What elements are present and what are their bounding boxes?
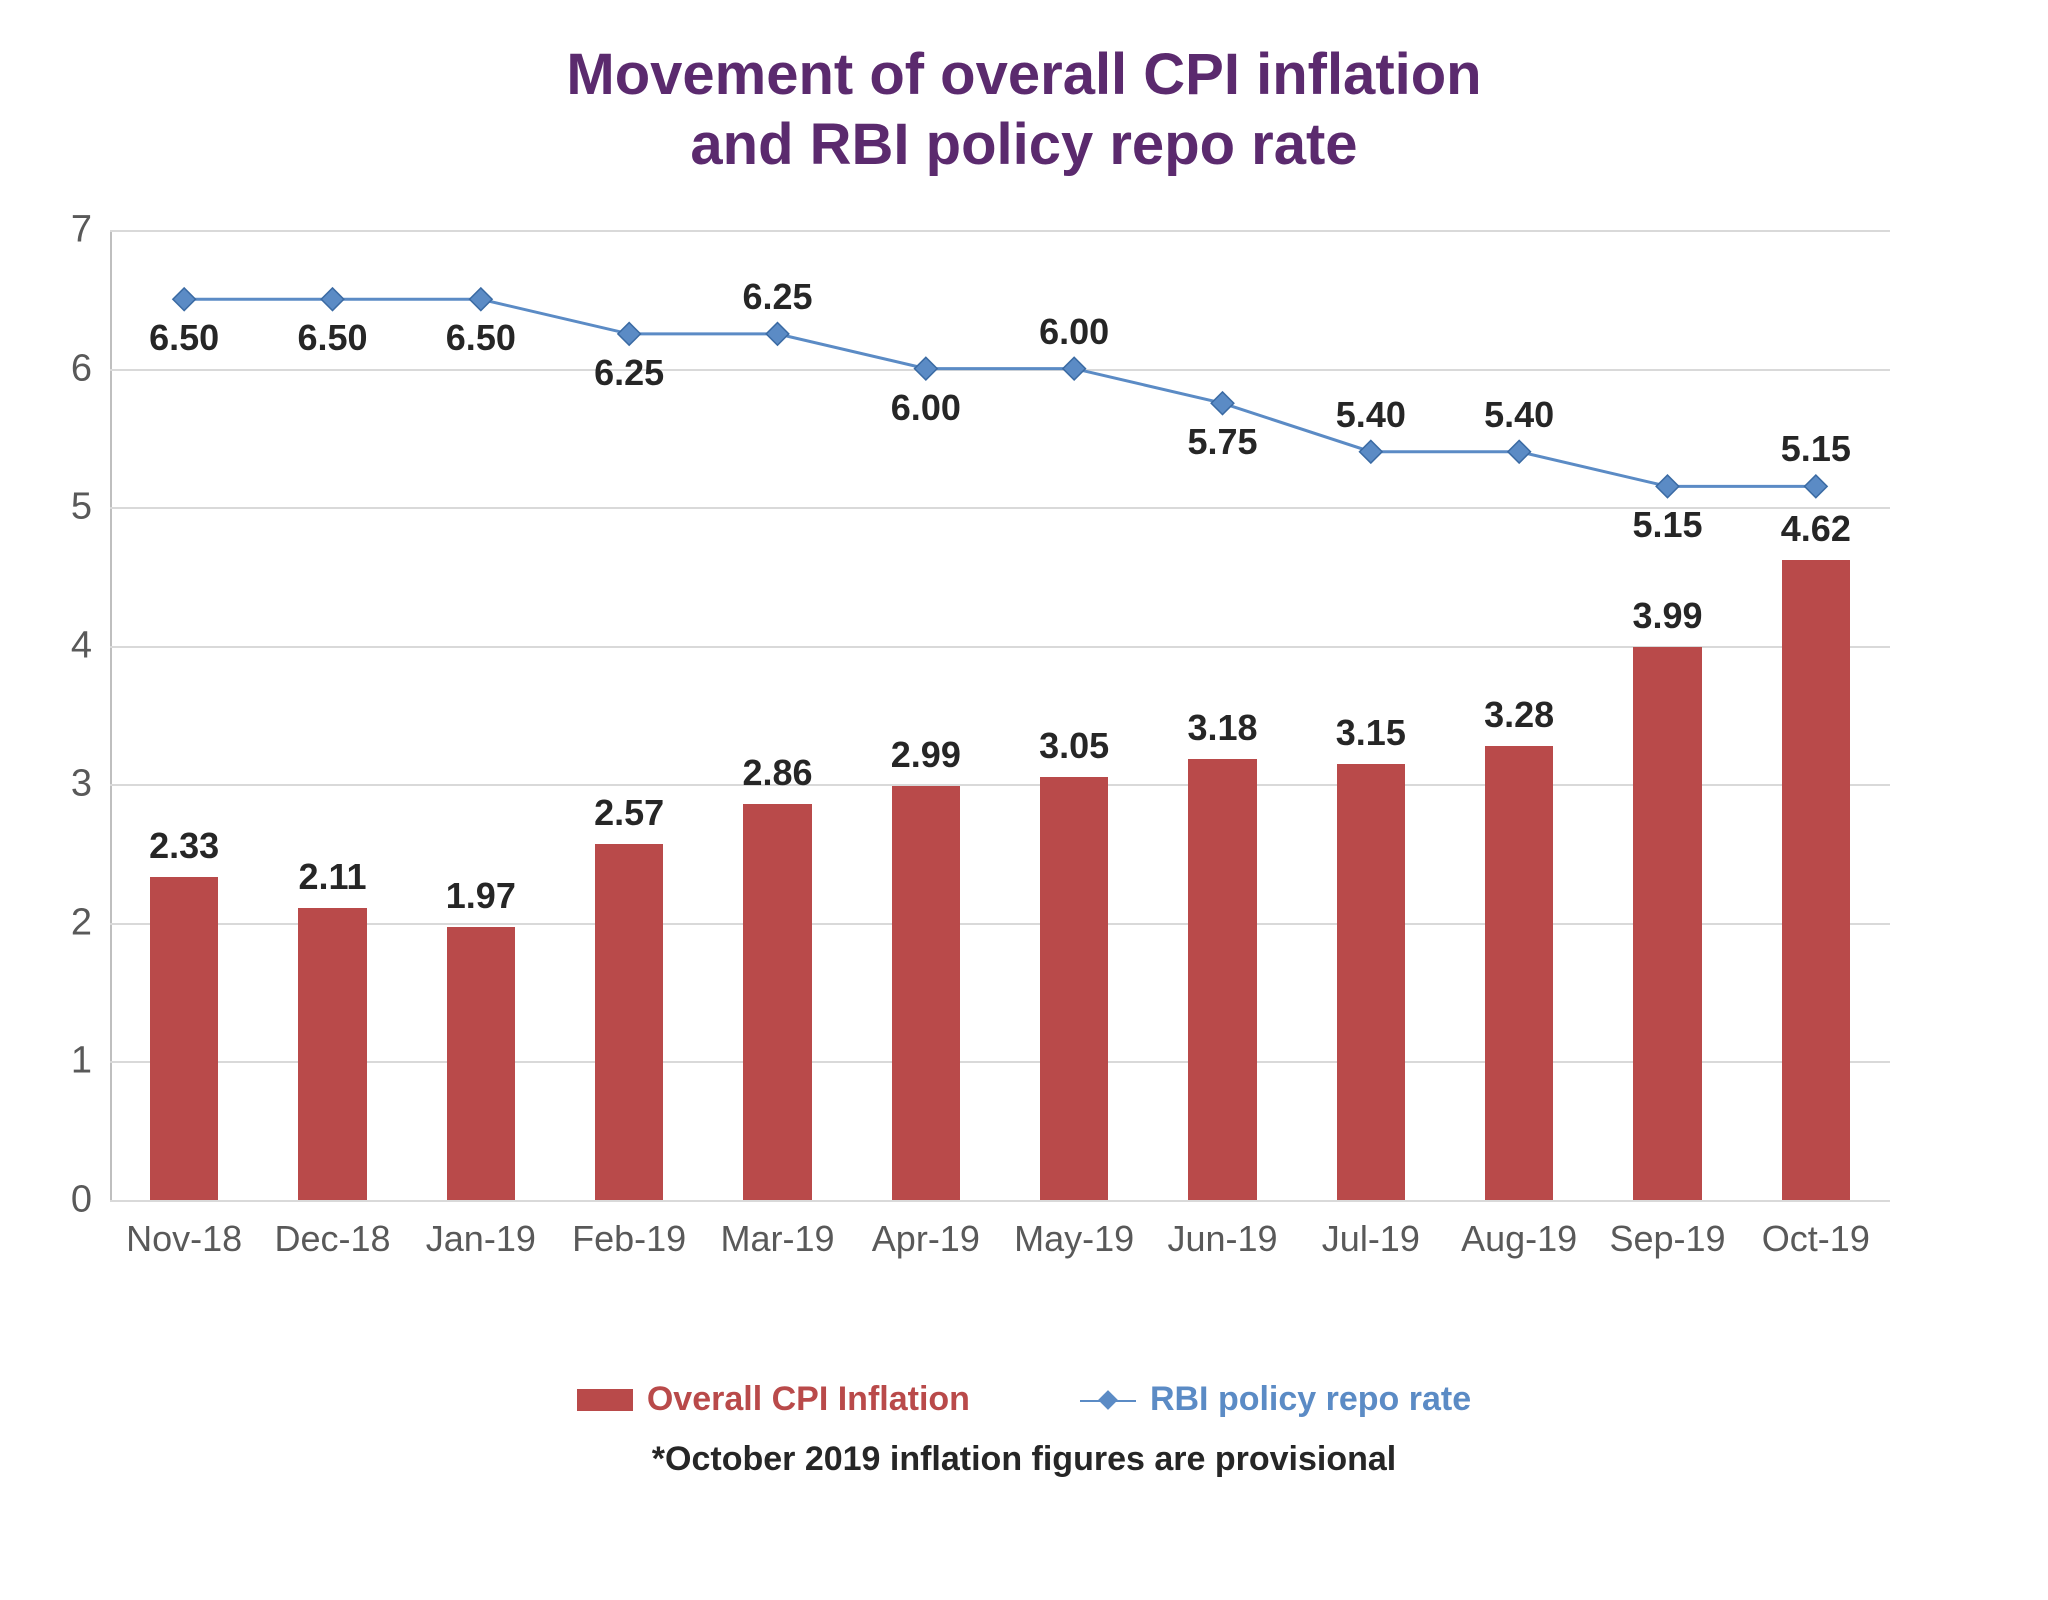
line-value-label: 6.00 (1039, 311, 1109, 353)
line-value-label: 5.75 (1187, 421, 1257, 463)
x-tick-label: Sep-19 (1609, 1218, 1725, 1260)
x-tick-label: May-19 (1014, 1218, 1134, 1260)
line-value-label: 6.00 (891, 387, 961, 429)
bar: 3.15 (1337, 764, 1405, 1201)
chart-plot-area: 01234567 2.332.111.972.572.862.993.053.1… (110, 230, 1890, 1200)
chart-title-line1: Movement of overall CPI inflation (80, 40, 1968, 110)
x-tick-label: Oct-19 (1762, 1218, 1870, 1260)
bar-value-label: 3.15 (1336, 712, 1406, 754)
bar: 2.99 (892, 786, 960, 1200)
legend-bar-swatch (577, 1389, 633, 1411)
bar: 1.97 (447, 927, 515, 1200)
bar: 2.11 (298, 908, 366, 1200)
footnote: *October 2019 inflation figures are prov… (0, 1440, 2048, 1479)
line-value-label: 6.50 (149, 317, 219, 359)
bar: 2.86 (743, 804, 811, 1200)
bar: 2.57 (595, 844, 663, 1200)
bar-value-label: 4.62 (1781, 508, 1851, 550)
bar-value-label: 3.05 (1039, 725, 1109, 767)
bar: 3.99 (1633, 647, 1701, 1200)
y-tick-label: 5 (71, 486, 110, 529)
line-value-label: 5.15 (1632, 504, 1702, 546)
legend-line-label: RBI policy repo rate (1150, 1380, 1471, 1419)
x-tick-label: Jun-19 (1167, 1218, 1277, 1260)
chart-container: Movement of overall CPI inflation and RB… (0, 0, 2048, 1600)
x-tick-label: Feb-19 (572, 1218, 686, 1260)
legend-item-line: RBI policy repo rate (1080, 1380, 1471, 1419)
x-tick-label: Nov-18 (126, 1218, 242, 1260)
bar-value-label: 2.33 (149, 825, 219, 867)
y-tick-label: 0 (71, 1179, 110, 1222)
y-tick-label: 6 (71, 347, 110, 390)
line-value-label: 5.15 (1781, 428, 1851, 470)
bar-value-label: 2.86 (742, 752, 812, 794)
bar: 2.33 (150, 877, 218, 1200)
bar: 4.62 (1782, 560, 1850, 1200)
y-tick-label: 2 (71, 901, 110, 944)
x-tick-label: Jul-19 (1322, 1218, 1420, 1260)
y-tick-label: 3 (71, 763, 110, 806)
legend: Overall CPI Inflation RBI policy repo ra… (0, 1380, 2048, 1419)
y-tick-label: 4 (71, 624, 110, 667)
y-tick-label: 1 (71, 1040, 110, 1083)
bar: 3.18 (1188, 759, 1256, 1200)
line-value-label: 5.40 (1336, 394, 1406, 436)
bar-value-label: 3.99 (1632, 595, 1702, 637)
line-value-label: 6.25 (742, 276, 812, 318)
bar-value-label: 2.57 (594, 792, 664, 834)
x-tick-label: Dec-18 (274, 1218, 390, 1260)
y-tick-label: 7 (71, 209, 110, 252)
x-tick-label: Aug-19 (1461, 1218, 1577, 1260)
bar-series: 2.33 2.11 1.97 2.57 2.86 2.99 3.05 3.18 3.15 3.28… (110, 230, 1890, 1200)
line-value-label: 6.25 (594, 352, 664, 394)
bar: 3.05 (1040, 777, 1108, 1200)
bar-value-label: 3.18 (1187, 707, 1257, 749)
bar-value-label: 1.97 (446, 875, 516, 917)
plot-region: 01234567 2.332.111.972.572.862.993.053.1… (110, 230, 1890, 1200)
bar: 3.28 (1485, 746, 1553, 1201)
gridline (110, 1200, 1890, 1202)
x-tick-label: Mar-19 (720, 1218, 834, 1260)
legend-bar-label: Overall CPI Inflation (647, 1380, 970, 1419)
legend-item-bars: Overall CPI Inflation (577, 1380, 970, 1419)
bar-value-label: 3.28 (1484, 694, 1554, 736)
bar-value-label: 2.11 (298, 856, 366, 898)
legend-line-swatch (1080, 1389, 1136, 1411)
x-tick-label: Apr-19 (872, 1218, 980, 1260)
bar-value-label: 2.99 (891, 734, 961, 776)
chart-title-line2: and RBI policy repo rate (80, 110, 1968, 180)
line-value-label: 5.40 (1484, 394, 1554, 436)
line-value-label: 6.50 (446, 317, 516, 359)
x-tick-label: Jan-19 (426, 1218, 536, 1260)
line-value-label: 6.50 (297, 317, 367, 359)
chart-title: Movement of overall CPI inflation and RB… (80, 40, 1968, 179)
